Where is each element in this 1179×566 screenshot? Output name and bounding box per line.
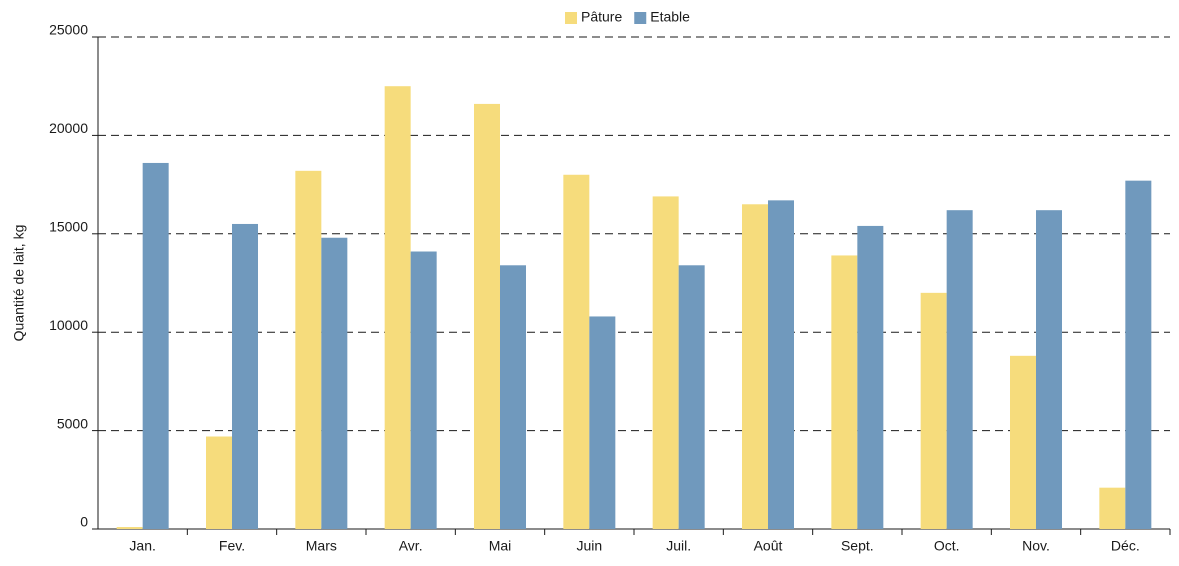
y-tick-label: 15000 (49, 219, 88, 235)
bar (1036, 210, 1062, 529)
bar (500, 265, 526, 529)
bar (678, 265, 705, 529)
bar (831, 255, 858, 529)
x-tick-label: Oct. (934, 538, 960, 554)
x-tick-label: Mars (306, 538, 337, 554)
bar (232, 223, 258, 529)
bar (474, 103, 500, 530)
bar (410, 251, 437, 529)
y-tick-label: 5000 (57, 415, 88, 431)
bar (1010, 355, 1036, 529)
bar (206, 436, 232, 529)
y-tick-label: 25000 (49, 22, 88, 38)
y-tick-label: 0 (80, 514, 88, 530)
bar (321, 237, 348, 529)
y-axis-label: Quantité de lait, kg (11, 225, 27, 342)
bar (116, 527, 143, 529)
y-tick-label: 20000 (49, 120, 88, 136)
bar (920, 292, 947, 529)
bar (384, 86, 411, 529)
bar (652, 196, 679, 529)
x-tick-label: Avr. (399, 538, 423, 554)
x-tick-label: Juin (576, 538, 602, 554)
bar (142, 162, 169, 529)
bar (1125, 180, 1152, 529)
x-tick-label: Nov. (1022, 538, 1050, 554)
x-tick-label: Jan. (129, 538, 155, 554)
x-tick-label: Sept. (841, 538, 874, 554)
bar (946, 210, 973, 529)
bar (857, 225, 884, 530)
x-tick-label: Mai (489, 538, 512, 554)
bar (295, 170, 322, 529)
bar (1099, 487, 1126, 529)
x-tick-label: Août (754, 538, 783, 554)
y-tick-label: 10000 (49, 317, 88, 333)
bar (768, 200, 794, 529)
legend-label: Etable (650, 9, 690, 25)
bar (563, 174, 590, 529)
x-tick-label: Déc. (1111, 538, 1140, 554)
legend-swatch (634, 12, 647, 24)
bar (589, 316, 616, 529)
legend-label: Pâture (581, 9, 622, 25)
x-tick-label: Fev. (219, 538, 245, 554)
bar (742, 204, 768, 529)
legend-swatch (565, 12, 577, 24)
x-tick-label: Juil. (666, 538, 691, 554)
